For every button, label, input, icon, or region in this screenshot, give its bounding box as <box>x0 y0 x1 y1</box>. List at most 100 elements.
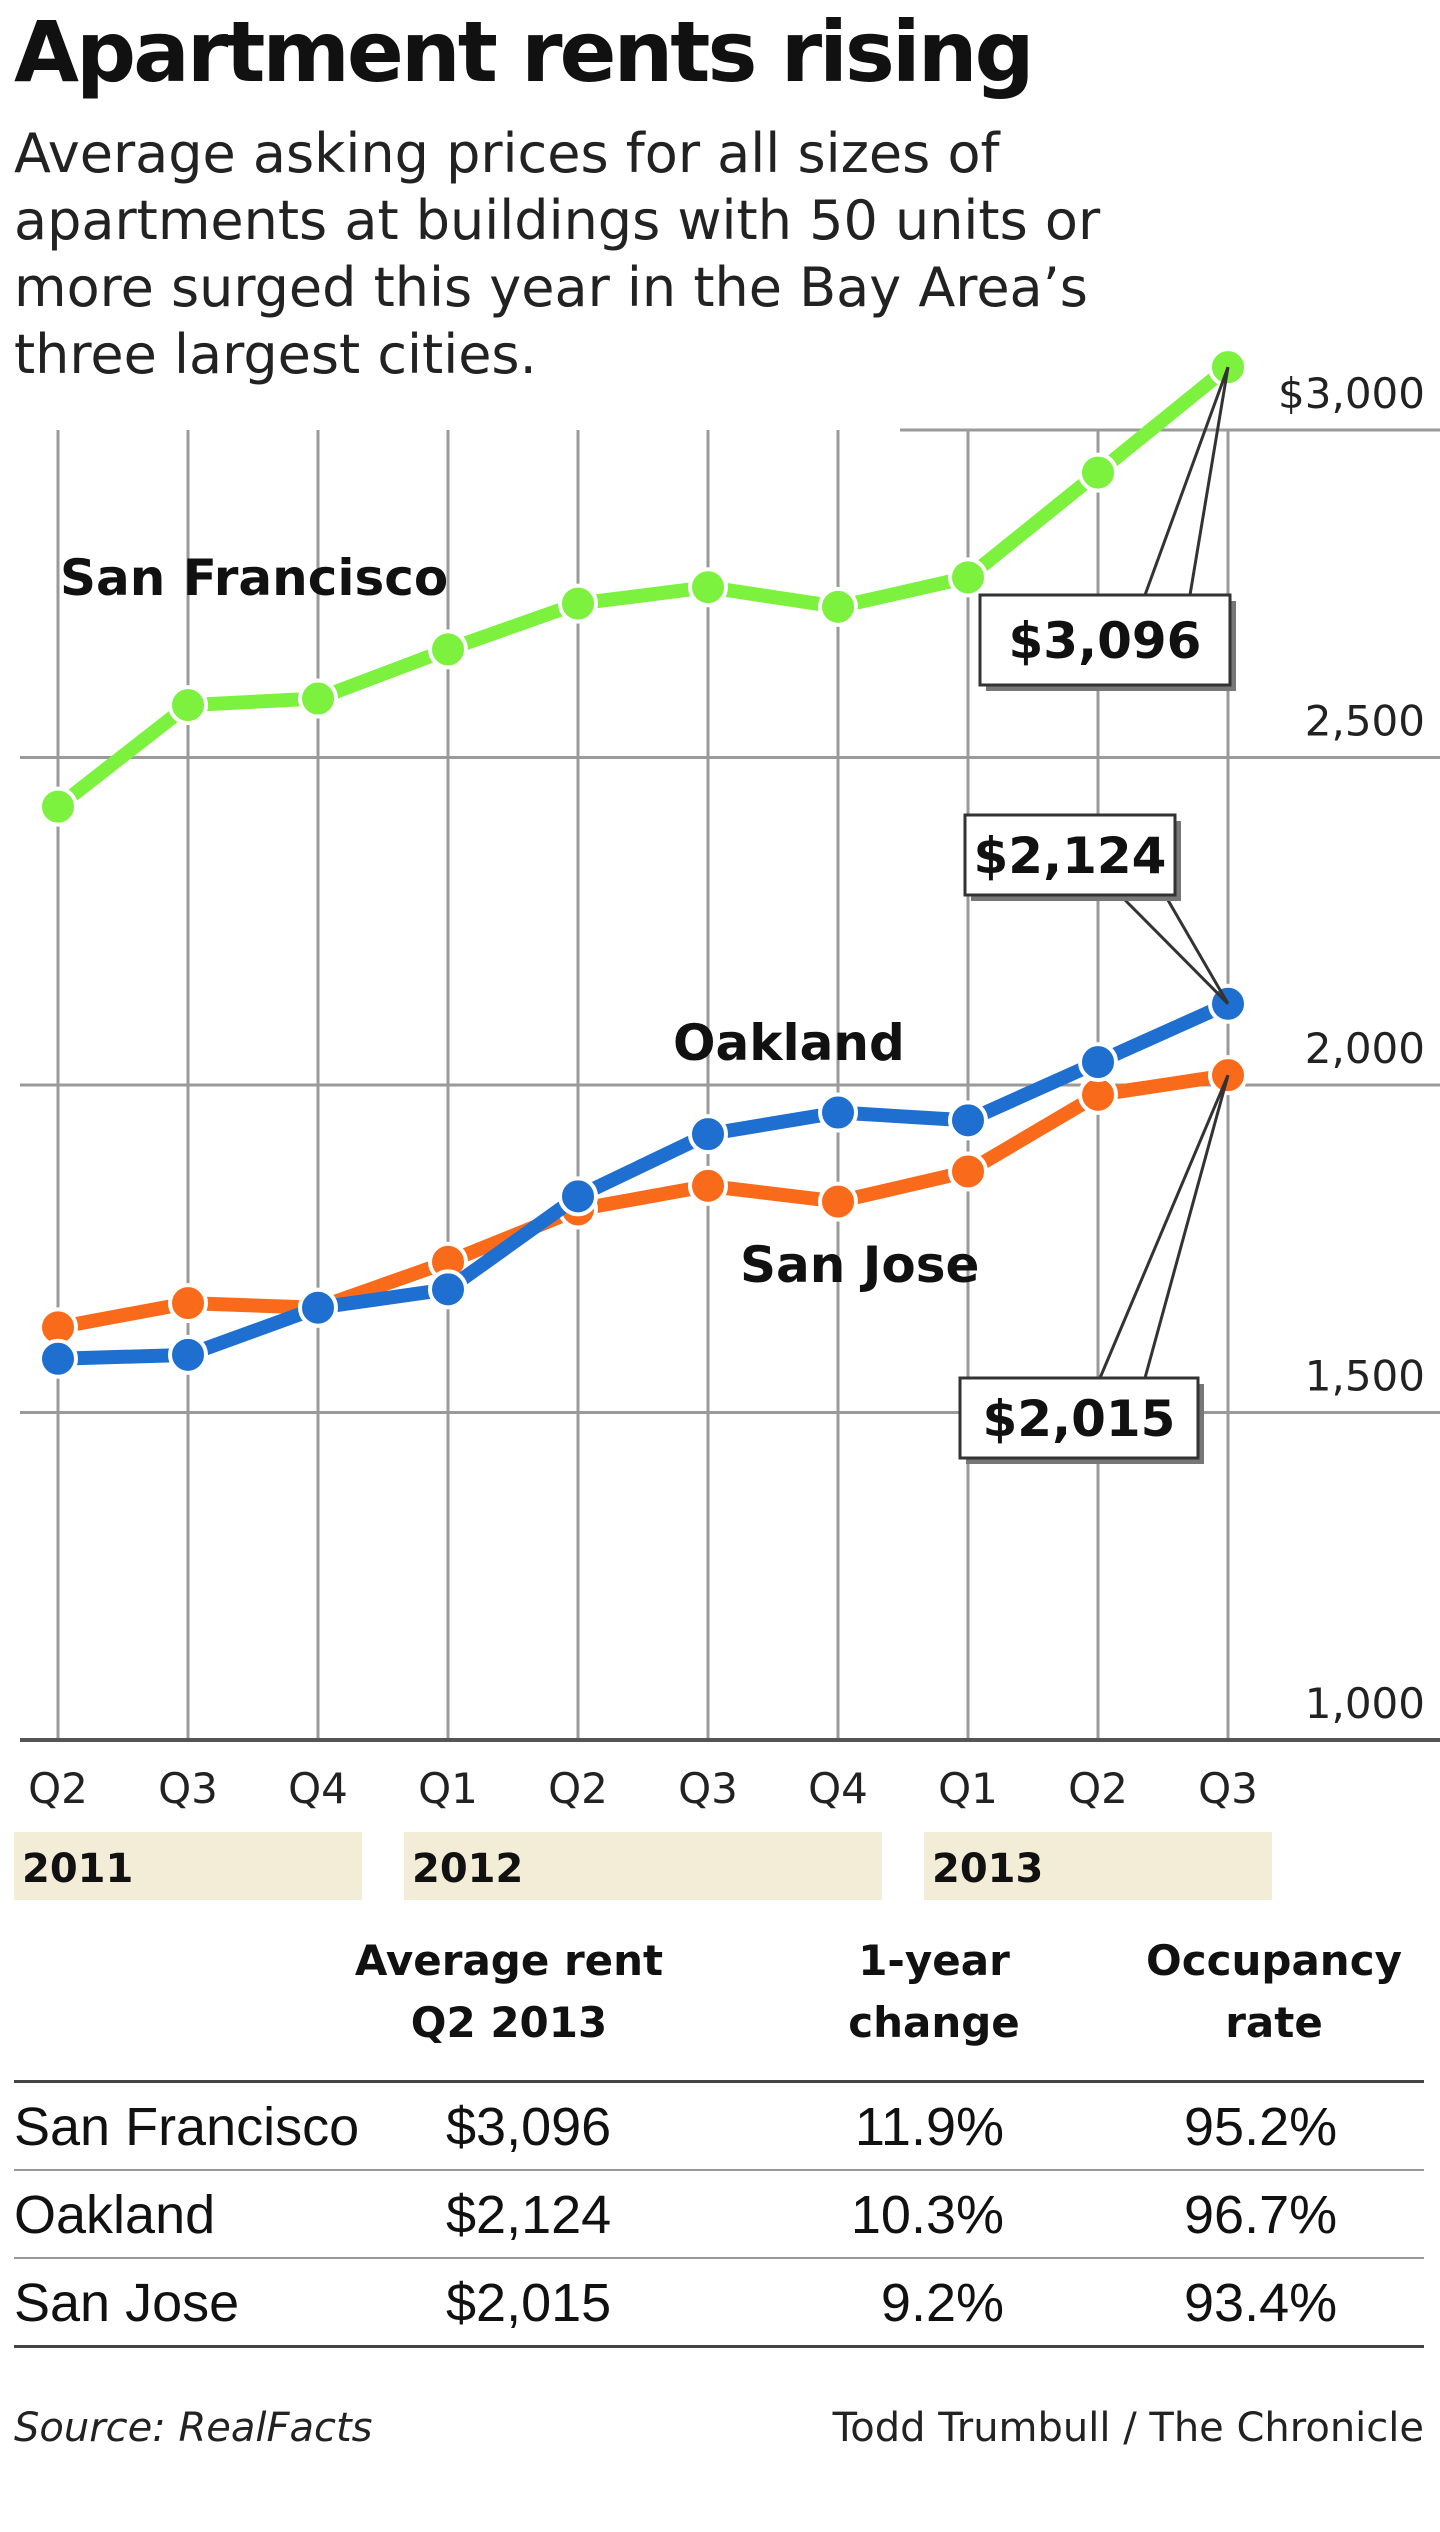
x-tick-label: Q1 <box>938 1764 998 1813</box>
data-point <box>428 1269 468 1310</box>
data-point <box>168 1334 208 1375</box>
table-header: Average rent Q2 2013 1-year change Occup… <box>14 1930 1424 2080</box>
series-label: San Jose <box>740 1236 979 1294</box>
callout-box <box>958 1376 1200 1460</box>
data-point <box>558 1176 598 1217</box>
callout-pointer <box>1143 1074 1230 1379</box>
y-tick-label: 1,500 <box>1305 1352 1425 1401</box>
table-rule <box>14 2257 1424 2259</box>
year-band <box>924 1832 1272 1900</box>
data-point <box>168 1283 208 1324</box>
year-label: 2012 <box>412 1846 523 1892</box>
callout-value: $2,015 <box>983 1390 1176 1448</box>
data-point <box>948 557 988 598</box>
callout-pointer <box>1118 893 1230 1005</box>
data-point <box>38 1338 78 1379</box>
data-point <box>38 786 78 827</box>
year-band <box>14 1832 362 1900</box>
callout-pointer <box>1143 366 1230 596</box>
data-point <box>168 685 208 726</box>
data-point <box>428 629 468 670</box>
data-point <box>948 1100 988 1141</box>
table-rule <box>14 2080 1424 2083</box>
header-average-rent-text: Average rent Q2 2013 <box>354 1936 664 2047</box>
series-label: San Francisco <box>60 549 448 607</box>
series-label: Oakland <box>673 1014 905 1072</box>
data-point <box>818 1181 858 1222</box>
x-tick-label: Q3 <box>158 1764 218 1813</box>
series-line <box>51 360 1235 814</box>
change-cell: 10.3% <box>850 2185 1004 2245</box>
table-row: San Jose $2,015 9.2% 93.4% <box>14 2259 1424 2345</box>
data-point <box>1078 1042 1118 1083</box>
series-labels: San Francisco San Jose Oakland <box>60 549 979 1294</box>
table-row: San Francisco $3,096 11.9% 95.2% <box>14 2083 1424 2169</box>
year-label: 2013 <box>932 1846 1043 1892</box>
callout-box <box>978 593 1232 687</box>
rent-cell: $3,096 <box>446 2097 612 2157</box>
callout-value: $3,096 <box>1009 612 1202 670</box>
data-point <box>1078 1074 1118 1115</box>
y-tick-label: 1,000 <box>1305 1679 1425 1728</box>
data-point <box>688 1114 728 1155</box>
occupancy-cell: 95.2% <box>1184 2097 1338 2157</box>
callouts: $3,096 $2,015 $2,124 <box>958 366 1236 1464</box>
table-row: Oakland $2,124 10.3% 96.7% <box>14 2171 1424 2257</box>
data-point <box>818 1092 858 1133</box>
header-average-rent: Average rent Q2 2013 <box>344 1930 674 2054</box>
rent-table: Average rent Q2 2013 1-year change Occup… <box>14 1930 1424 2348</box>
x-tick-label: Q2 <box>548 1764 608 1813</box>
data-point <box>948 1151 988 1192</box>
y-tick-label: $3,000 <box>1278 369 1425 418</box>
x-tick-label: Q2 <box>1068 1764 1128 1813</box>
series-lines <box>38 347 1248 1379</box>
data-point <box>688 1165 728 1206</box>
year-label: 2011 <box>22 1846 133 1892</box>
data-point <box>298 1287 338 1328</box>
data-point <box>818 586 858 627</box>
table-rule <box>14 2345 1424 2348</box>
x-tick-label: Q2 <box>28 1764 88 1813</box>
header-change: 1-year change <box>774 1930 1094 2054</box>
change-cell: 9.2% <box>880 2273 1004 2333</box>
x-tick-label: Q3 <box>1198 1764 1258 1813</box>
callout-pointer <box>1163 894 1230 1005</box>
city-cell: San Francisco <box>14 2097 360 2157</box>
callout-box <box>963 813 1177 897</box>
series-line <box>51 1068 1235 1335</box>
header-change-text: 1-year change <box>848 1936 1020 2047</box>
header-occupancy-text: Occupancy rate <box>1146 1936 1402 2047</box>
city-cell: Oakland <box>14 2185 216 2245</box>
data-point <box>558 583 598 624</box>
series-line <box>51 996 1235 1366</box>
x-tick-label: Q3 <box>678 1764 738 1813</box>
callout-pointer <box>1188 366 1230 596</box>
source-note: Source: RealFacts <box>14 2405 373 2451</box>
y-tick-label: 2,000 <box>1305 1024 1425 1073</box>
occupancy-cell: 96.7% <box>1184 2185 1338 2245</box>
data-point <box>1078 452 1118 493</box>
x-tick-label: Q1 <box>418 1764 478 1813</box>
data-point <box>298 678 338 719</box>
y-tick-label: 2,500 <box>1305 697 1425 746</box>
year-band <box>404 1832 882 1900</box>
header-occupancy: Occupancy rate <box>1114 1930 1434 2054</box>
callout-pointer <box>1098 1074 1230 1379</box>
page-title: Apartment rents rising <box>14 3 1035 101</box>
change-cell: 11.9% <box>854 2097 1004 2157</box>
callout-value: $2,124 <box>974 827 1167 885</box>
subtitle: Average asking prices for all sizes of a… <box>14 122 1101 386</box>
city-cell: San Jose <box>14 2273 240 2333</box>
credit-note: Todd Trumbull / The Chronicle <box>832 2405 1424 2451</box>
data-point <box>688 567 728 608</box>
x-tick-label: Q4 <box>808 1764 868 1813</box>
occupancy-cell: 93.4% <box>1184 2273 1338 2333</box>
rent-cell: $2,015 <box>446 2273 612 2333</box>
year-bands: 2011 2012 2013 <box>14 1832 1272 1900</box>
table-rule <box>14 2169 1424 2171</box>
y-axis-ticks: $3,000 2,500 2,000 1,500 1,000 <box>1278 369 1425 1728</box>
rent-cell: $2,124 <box>446 2185 612 2245</box>
x-axis-ticks: Q2 Q3 Q4 Q1 Q2 Q3 Q4 Q1 Q2 Q3 <box>28 1764 1258 1813</box>
